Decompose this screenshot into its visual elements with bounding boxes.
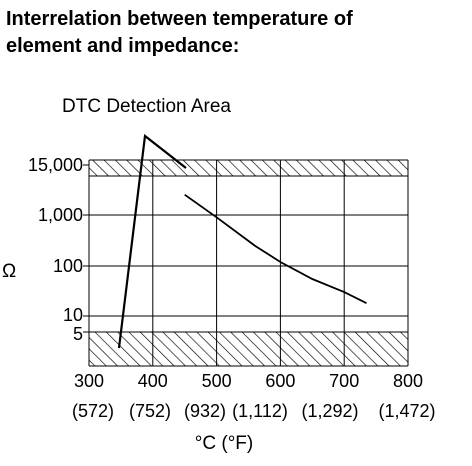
- x-tick-label-f-5: (1,472): [378, 401, 435, 421]
- x-tick-label-c-3: 600: [265, 371, 295, 391]
- y-tick-label-0: 15,000: [28, 155, 83, 175]
- x-tick-label-c-4: 700: [329, 371, 359, 391]
- x-tick-label-c-1: 400: [138, 371, 168, 391]
- y-tick-label-4: 5: [73, 324, 83, 344]
- x-tick-label-f-3: (1,112): [232, 401, 288, 421]
- hatched-band-upper: [89, 160, 408, 176]
- x-tick-label-f-1: (752): [129, 401, 171, 421]
- x-tick-label-f-4: (1,292): [301, 401, 358, 421]
- y-axis-label: Ω: [2, 261, 16, 282]
- chart-title-line-1: Interrelation between temperature of: [6, 8, 353, 30]
- x-tick-label-f-0: (572): [72, 401, 114, 421]
- chart-plot: 15,000 1,000 100 105 300 400 500 600 700 800 (572)…: [28, 133, 436, 421]
- y-tick-label-1: 1,000: [38, 205, 83, 225]
- series-line-0: [184, 193, 367, 305]
- x-tick-label-c-0: 300: [74, 371, 104, 391]
- x-tick-label-c-2: 500: [202, 371, 232, 391]
- annotation-dtc-detection-area: DTC Detection Area: [62, 96, 231, 117]
- chart-title: Interrelation between temperature of ele…: [6, 6, 466, 60]
- x-axis-label: °C (°F): [195, 433, 253, 454]
- x-tick-label-f-2: (932): [184, 401, 226, 421]
- y-tick-label-2: 100: [53, 256, 83, 276]
- x-tick-label-c-5: 800: [393, 371, 423, 391]
- dtc-detection-indicator: [117, 133, 187, 349]
- chart-title-line-2: element and impedance:: [6, 35, 240, 57]
- hatched-band-lower: [89, 332, 408, 366]
- y-tick-label-3: 10: [63, 305, 83, 325]
